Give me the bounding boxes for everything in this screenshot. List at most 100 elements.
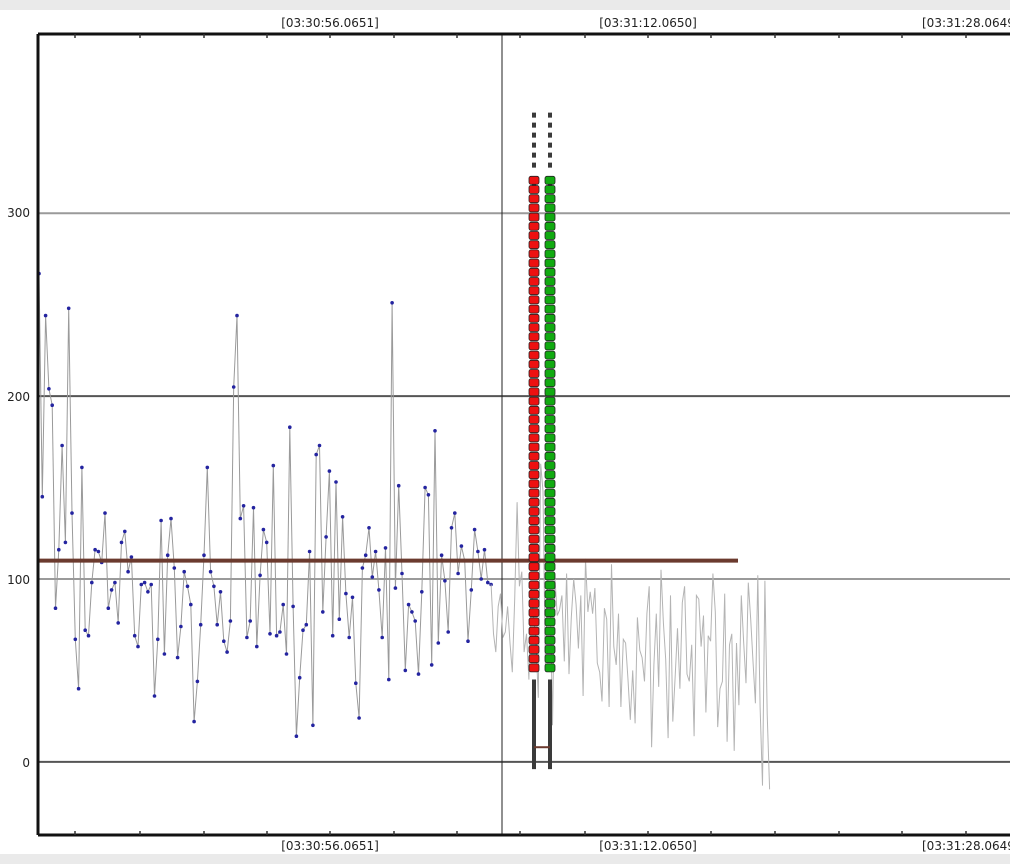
data-point bbox=[139, 582, 144, 587]
green-marker bbox=[544, 378, 556, 388]
data-point bbox=[429, 663, 434, 667]
red-marker bbox=[528, 415, 540, 424]
green-marker bbox=[544, 175, 556, 185]
data-point bbox=[116, 621, 120, 625]
red-marker bbox=[528, 571, 540, 581]
data-point bbox=[367, 526, 371, 530]
green-marker bbox=[544, 359, 556, 369]
green-marker bbox=[544, 295, 556, 305]
red-marker bbox=[528, 663, 540, 673]
data-point bbox=[327, 469, 332, 473]
red-marker bbox=[528, 350, 540, 360]
red-marker bbox=[528, 231, 540, 240]
y-tick-label: 300 bbox=[7, 206, 30, 220]
green-marker bbox=[544, 645, 556, 654]
data-point bbox=[53, 606, 58, 610]
red-marker bbox=[528, 369, 540, 378]
data-point bbox=[314, 452, 319, 457]
data-point bbox=[241, 504, 246, 508]
data-point bbox=[162, 652, 167, 656]
red-marker bbox=[528, 534, 540, 544]
data-point bbox=[291, 604, 295, 609]
data-point bbox=[185, 584, 190, 589]
data-point bbox=[172, 566, 177, 570]
data-point bbox=[340, 515, 345, 519]
red-marker bbox=[528, 507, 540, 516]
data-point bbox=[156, 637, 160, 642]
data-point bbox=[294, 734, 299, 738]
red-marker bbox=[528, 424, 540, 434]
data-point bbox=[235, 313, 239, 318]
data-point bbox=[453, 511, 457, 515]
data-point bbox=[261, 527, 266, 532]
red-marker bbox=[528, 194, 540, 204]
data-point bbox=[380, 635, 385, 640]
data-point bbox=[248, 619, 252, 623]
data-point bbox=[324, 535, 328, 539]
data-point bbox=[90, 580, 94, 585]
data-point bbox=[423, 485, 427, 490]
plot-frame bbox=[36, 32, 1010, 837]
data-point bbox=[73, 637, 78, 642]
data-point bbox=[288, 425, 292, 430]
green-marker bbox=[544, 553, 556, 562]
red-marker bbox=[528, 295, 540, 305]
data-point bbox=[354, 681, 358, 685]
data-point bbox=[47, 387, 51, 391]
green-marker bbox=[544, 635, 556, 645]
green-marker bbox=[544, 589, 556, 599]
data-point bbox=[66, 306, 71, 311]
data-point bbox=[198, 622, 203, 627]
data-point bbox=[43, 313, 48, 318]
data-point bbox=[70, 511, 74, 515]
red-marker bbox=[528, 396, 540, 406]
data-point bbox=[159, 518, 163, 523]
red-marker bbox=[528, 341, 540, 351]
green-marker bbox=[544, 415, 556, 424]
data-point bbox=[218, 590, 223, 594]
green-marker bbox=[544, 534, 556, 544]
x-axis-bottom: [03:30:56.0651] [03:31:12.0650] [03:31:2… bbox=[281, 839, 1010, 853]
data-point bbox=[420, 590, 424, 594]
data-point bbox=[149, 582, 153, 587]
data-point bbox=[390, 301, 394, 305]
red-marker bbox=[528, 387, 540, 397]
green-marker bbox=[544, 608, 556, 618]
data-point bbox=[238, 516, 243, 521]
y-axis: 0 100 200 300 bbox=[7, 206, 30, 770]
data-point bbox=[344, 591, 348, 596]
green-marker bbox=[544, 258, 556, 268]
data-point bbox=[426, 493, 431, 497]
grid-lines bbox=[38, 34, 1010, 835]
data-point bbox=[254, 644, 259, 649]
data-point bbox=[360, 566, 365, 570]
red-marker bbox=[528, 359, 540, 369]
data-point bbox=[251, 505, 256, 510]
red-marker bbox=[528, 543, 540, 553]
data-point bbox=[373, 549, 378, 554]
time-tick-label: [03:31:28.0649] bbox=[922, 839, 1010, 853]
red-marker bbox=[528, 185, 540, 194]
red-marker bbox=[528, 635, 540, 645]
green-marker bbox=[544, 470, 556, 480]
green-marker bbox=[544, 267, 556, 277]
green-marker bbox=[544, 304, 556, 314]
green-marker bbox=[544, 663, 556, 673]
red-marker bbox=[528, 580, 540, 590]
data-point bbox=[416, 672, 421, 676]
time-tick-label: [03:31:12.0650] bbox=[599, 839, 697, 853]
green-marker bbox=[544, 543, 556, 553]
red-marker bbox=[528, 433, 540, 443]
green-marker bbox=[544, 516, 556, 526]
data-point bbox=[268, 632, 272, 636]
data-point bbox=[123, 529, 127, 534]
red-marker bbox=[528, 562, 540, 572]
data-point bbox=[245, 635, 249, 640]
data-point bbox=[132, 633, 137, 638]
data-point bbox=[311, 723, 315, 728]
red-marker bbox=[528, 479, 540, 489]
data-point bbox=[446, 630, 451, 634]
data-point bbox=[76, 686, 81, 691]
red-marker bbox=[528, 654, 540, 664]
data-point bbox=[136, 644, 140, 649]
